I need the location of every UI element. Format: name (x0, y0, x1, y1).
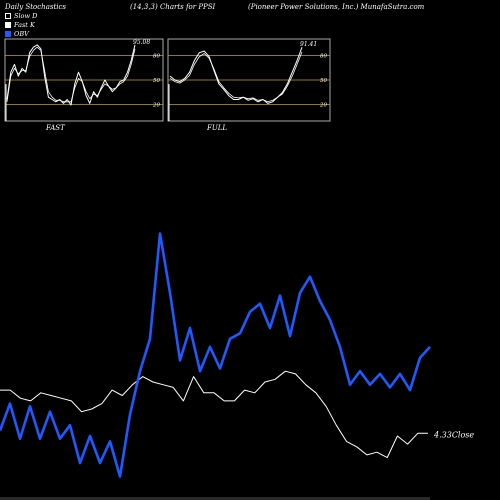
fast-series-line-1 (6, 44, 136, 106)
legend-item-slow-d: Slow D (5, 12, 37, 20)
legend-label-slow-d: Slow D (14, 12, 38, 20)
legend-swatch-slow-d (5, 13, 11, 19)
header-title: Daily Stochastics (5, 3, 67, 11)
full-last-value-label: 91.41 (300, 41, 317, 48)
legend-swatch-obv (5, 31, 11, 37)
full-tick-label-50: 50 (320, 78, 327, 84)
full-series-line-2 (169, 51, 303, 103)
full-panel-caption: FULL (207, 124, 228, 132)
full-series-line-1 (169, 47, 303, 104)
legend-swatch-fast-k (5, 22, 11, 28)
bottom-axis-strip (0, 497, 430, 500)
obv-series-line (0, 232, 431, 478)
close-series-line (0, 370, 428, 459)
header-source: (Pioneer Power Solutions, Inc.) MunafaSu… (248, 3, 425, 11)
fast-series-line-2 (6, 46, 136, 103)
legend-item-obv: OBV (5, 30, 29, 38)
legend-item-fast-k: Fast K (5, 21, 35, 29)
legend-label-obv: OBV (14, 30, 29, 38)
fast-tick-label-50: 50 (153, 78, 160, 84)
legend-label-fast-k: Fast K (14, 21, 35, 29)
fast-tick-label-20: 20 (152, 103, 160, 109)
fast-last-value-label: 95.08 (133, 39, 150, 46)
full-tick-label-20: 20 (319, 103, 327, 109)
fast-panel-caption: FAST (46, 124, 65, 132)
header-subtitle: (14,3,3) Charts for PPSI (130, 3, 216, 11)
close-value-label: 4.33Close (433, 430, 474, 439)
full-tick-label-80: 80 (320, 53, 327, 59)
fast-tick-label-80: 80 (153, 53, 160, 59)
